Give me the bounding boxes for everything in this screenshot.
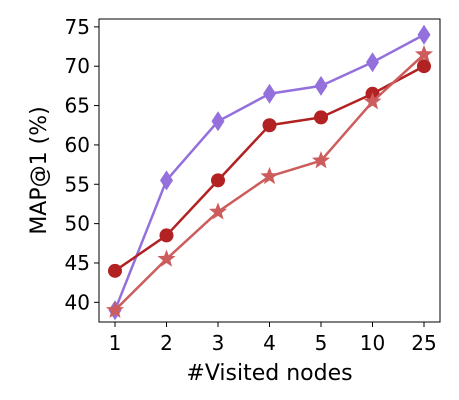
x-tick-label: 1 (109, 331, 122, 355)
data-point (157, 249, 176, 267)
data-point (417, 24, 431, 45)
data-point (262, 118, 277, 133)
data-point (108, 263, 122, 278)
data-point (414, 44, 434, 63)
data-point (105, 300, 125, 318)
x-tick-label: 2 (160, 331, 173, 355)
x-axis: 1 2 3 4 5 10 25 (109, 322, 437, 355)
x-tick-label: 25 (411, 331, 436, 355)
data-point (211, 111, 225, 132)
y-axis: 40 45 50 55 60 65 70 75 (65, 15, 99, 314)
y-tick-label: 75 (65, 15, 90, 39)
y-tick-label: 60 (65, 133, 90, 157)
data-point (366, 52, 379, 73)
data-point (363, 92, 382, 110)
data-point (311, 151, 331, 169)
data-point (208, 202, 228, 220)
data-point (159, 228, 174, 243)
data-point (260, 166, 279, 185)
x-tick-label: 5 (315, 331, 328, 355)
x-tick-label: 10 (360, 331, 385, 355)
data-point (263, 83, 276, 104)
data-point (314, 110, 328, 125)
x-tick-label: 4 (263, 331, 276, 355)
y-tick-label: 65 (65, 94, 90, 118)
y-tick-label: 45 (65, 251, 90, 275)
y-axis-label: MAP@1 (%) (27, 106, 52, 234)
data-point (417, 59, 431, 74)
y-tick-label: 40 (65, 290, 90, 314)
data-point (314, 75, 328, 96)
y-tick-label: 70 (65, 54, 90, 78)
series-star (105, 44, 434, 318)
y-tick-label: 55 (65, 172, 90, 196)
data-point (160, 170, 173, 191)
x-axis-label: #Visited nodes (186, 361, 352, 386)
series-layer (105, 24, 434, 321)
data-point (211, 173, 225, 188)
x-tick-label: 3 (212, 331, 225, 355)
y-tick-label: 50 (65, 212, 90, 236)
